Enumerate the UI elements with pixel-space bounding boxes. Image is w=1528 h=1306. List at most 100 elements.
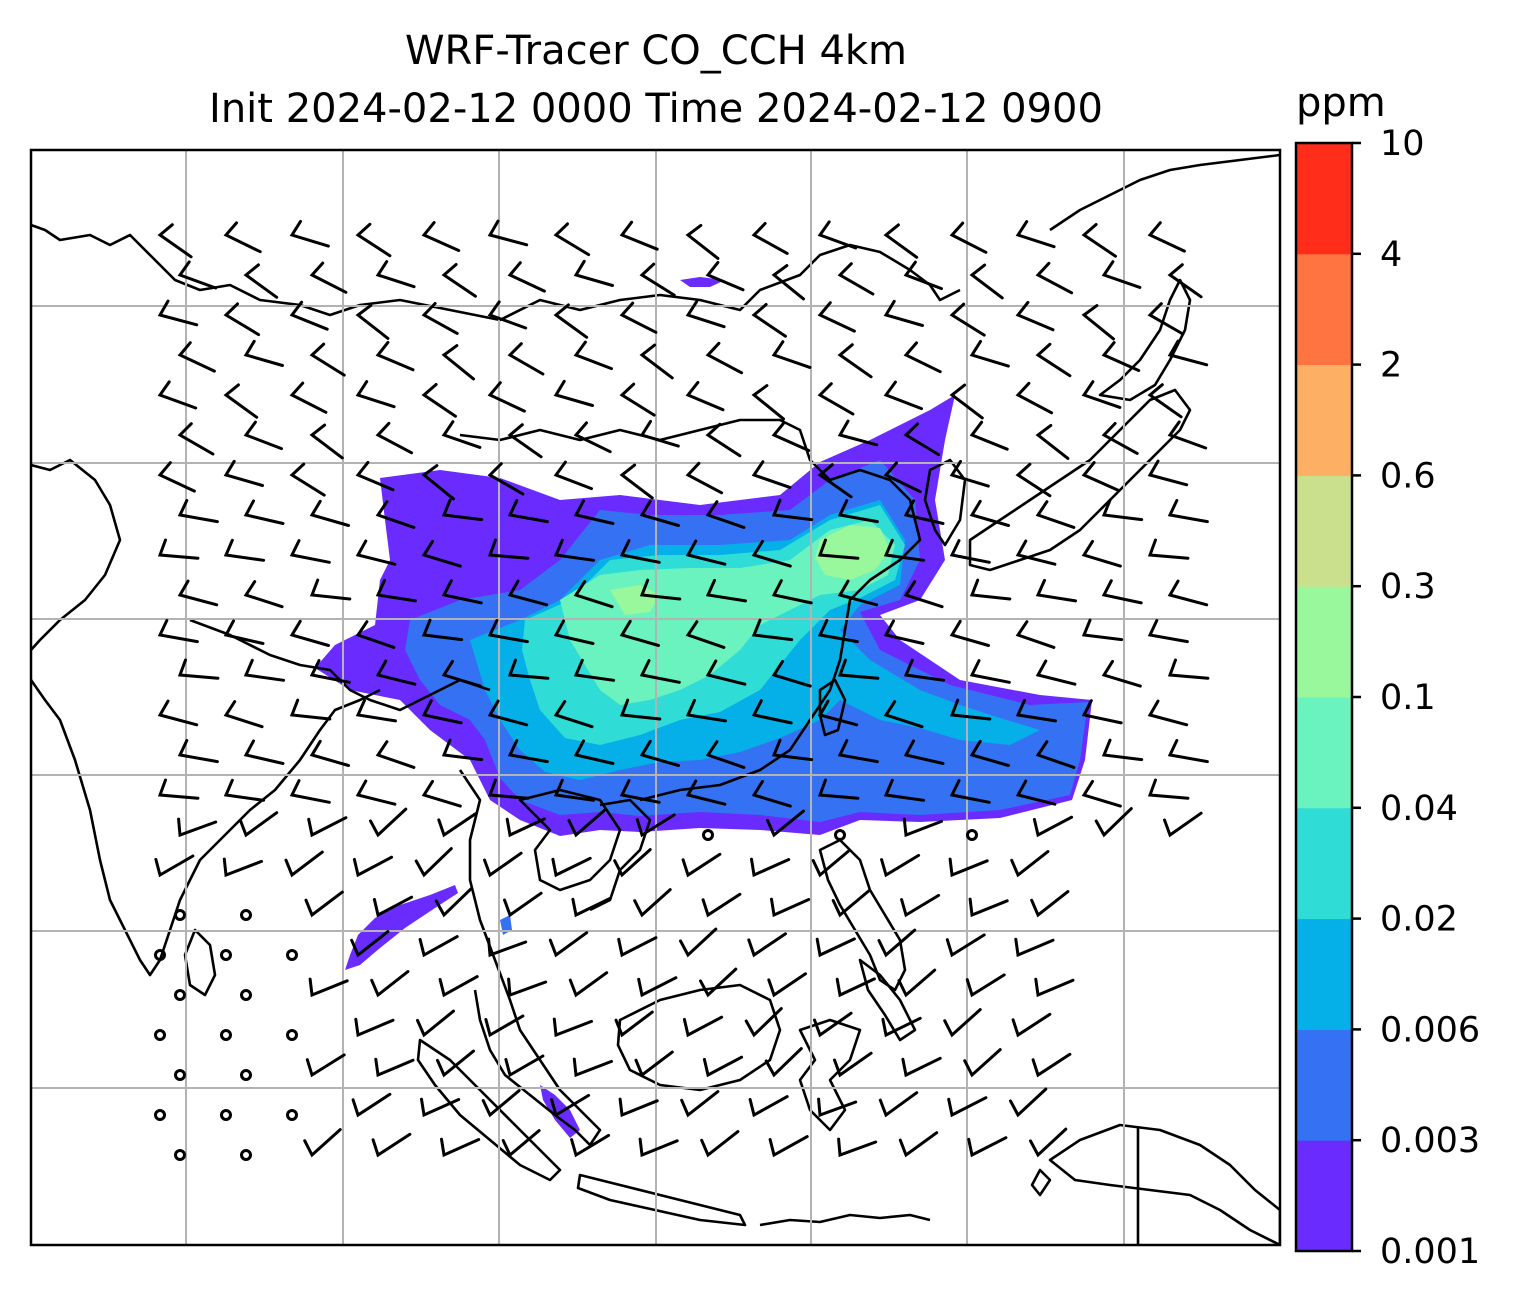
wind-barb	[375, 260, 416, 289]
wind-barb	[309, 342, 346, 377]
wind-barb	[1035, 342, 1072, 378]
wind-barb	[1015, 539, 1057, 566]
plume-level-01	[815, 525, 890, 580]
wind-barb	[969, 739, 1010, 767]
wind-barb	[969, 499, 1010, 527]
wind-barb	[487, 937, 528, 958]
wind-barb	[309, 423, 344, 460]
wind-barb	[751, 779, 792, 808]
wind-barb	[238, 811, 279, 838]
wind-barb	[375, 578, 417, 603]
wind-barb	[177, 260, 218, 290]
colorbar-tick-label: 0.6	[1380, 456, 1436, 496]
wind-barb	[507, 977, 548, 998]
wind-barb	[1015, 300, 1055, 332]
colorbar-segment	[1296, 1029, 1352, 1141]
wind-barb	[771, 421, 811, 452]
wind-barb	[573, 259, 614, 287]
wind-barb	[969, 263, 1004, 300]
wind-barb	[883, 700, 924, 729]
wind-barb	[945, 933, 986, 958]
wind-barb	[289, 539, 331, 564]
wind-barb	[771, 340, 812, 369]
wind-barb	[837, 499, 879, 524]
wind-barb	[751, 384, 785, 421]
wind-barb	[1035, 740, 1076, 769]
wind-barb	[900, 893, 941, 918]
wind-barb	[553, 619, 595, 645]
wind-barb	[157, 299, 199, 327]
colorbar-segment	[1296, 586, 1352, 698]
wind-barb	[1029, 1127, 1068, 1158]
wind-barb	[837, 739, 879, 764]
wind-barb	[571, 896, 612, 918]
wind-barb	[441, 659, 482, 688]
wind-barb	[573, 340, 613, 371]
wind-barb	[679, 927, 718, 958]
wind-barb	[1035, 659, 1077, 686]
wind-barb	[553, 538, 596, 562]
wind-barb	[969, 339, 1010, 368]
wind-barb	[967, 1136, 1008, 1158]
wind-barb	[898, 1131, 939, 1158]
wind-barb	[817, 538, 860, 560]
wind-barb	[619, 779, 661, 804]
wind-barb	[1147, 619, 1189, 644]
colorbar: 0.001 0.003 0.006 0.02 0.04 0.1 0.3 0.6 2 4 10	[1294, 124, 1480, 1272]
wind-barb	[553, 222, 591, 257]
wind-barb	[701, 892, 742, 918]
wind-barb	[414, 847, 453, 878]
wind-barb	[289, 779, 331, 804]
wind-barb	[771, 659, 812, 688]
wind-barb	[487, 219, 529, 247]
wind-barb	[1101, 498, 1144, 522]
wind-barb	[418, 935, 459, 958]
wind-barb	[177, 739, 219, 764]
wind-barb	[243, 580, 284, 609]
wind-barb	[223, 778, 266, 802]
wind-barb	[969, 659, 1011, 684]
wind-barb	[1011, 1012, 1052, 1038]
wind-barb	[837, 1137, 878, 1158]
wind-barb	[154, 854, 195, 878]
map-panel	[31, 150, 1280, 1245]
wind-barb	[374, 1057, 415, 1078]
wind-barb	[1015, 620, 1056, 649]
wind-barb	[637, 976, 678, 998]
wind-barb	[501, 1129, 541, 1158]
colorbar-tick-label: 4	[1380, 235, 1402, 275]
wind-barb	[811, 849, 851, 878]
wind-barb	[817, 778, 860, 800]
wind-barb	[1034, 977, 1075, 998]
wind-barb	[903, 422, 941, 457]
wind-barb	[573, 658, 616, 682]
wind-barb	[766, 809, 805, 838]
wind-barb	[1015, 698, 1057, 723]
wind-barb	[1101, 341, 1141, 372]
tracer-concentration-field	[315, 277, 1092, 1138]
wind-barb	[1081, 380, 1122, 409]
wind-barb	[434, 887, 473, 918]
wind-barb	[177, 579, 219, 607]
wind-barb	[902, 817, 943, 838]
wind-barb	[375, 340, 415, 372]
wind-barb	[223, 383, 259, 419]
wind-barb	[421, 464, 455, 501]
calm-wind-marker	[834, 829, 846, 841]
colorbar-tick-label: 2	[1380, 346, 1402, 386]
wind-barb	[1147, 383, 1183, 419]
wind-barb	[634, 1050, 674, 1078]
colorbar-tick-label: 10	[1380, 124, 1425, 164]
wind-barb	[903, 341, 942, 374]
map-title-line-2: Init 2024-02-12 0000 Time 2024-02-12 090…	[209, 86, 1103, 132]
wind-barb	[177, 422, 215, 456]
wind-barb	[881, 1016, 922, 1038]
wind-barb	[771, 579, 813, 605]
wind-barb	[699, 967, 738, 998]
wind-barb	[1167, 339, 1209, 367]
wind-barb	[222, 857, 263, 878]
map-gridlines	[31, 150, 1280, 1245]
wind-barb	[883, 223, 919, 259]
wind-barb	[897, 968, 937, 998]
